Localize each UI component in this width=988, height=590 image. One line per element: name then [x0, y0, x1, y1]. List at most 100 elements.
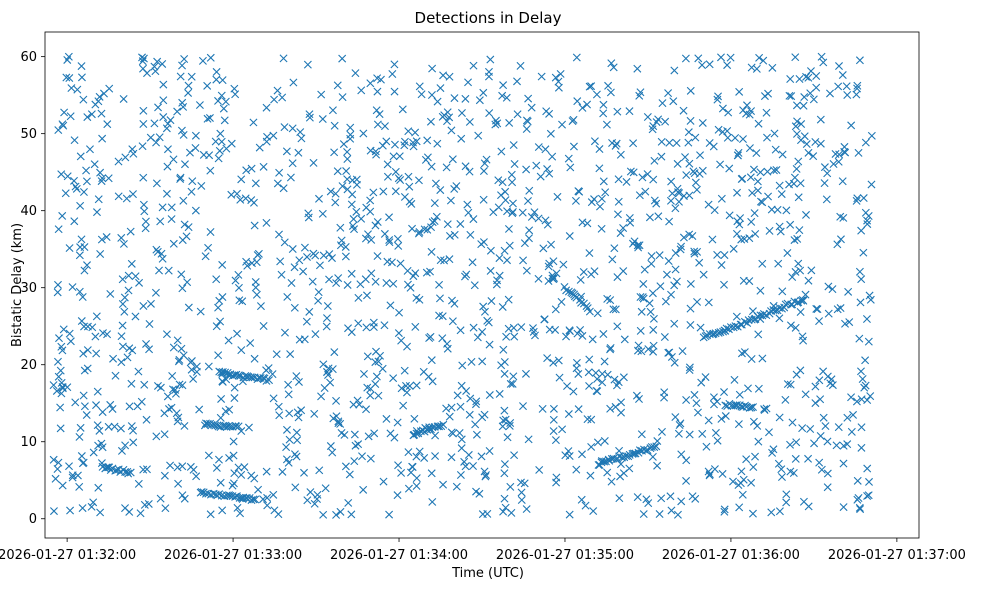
- scatter-point: [817, 465, 826, 474]
- scatter-point: [588, 335, 597, 344]
- scatter-point: [277, 270, 286, 279]
- scatter-point: [89, 498, 98, 507]
- scatter-point: [593, 309, 602, 318]
- scatter-point: [178, 236, 187, 245]
- scatter-point: [786, 380, 795, 389]
- scatter-point: [187, 187, 196, 196]
- scatter-point: [794, 259, 803, 268]
- scatter-point: [585, 381, 594, 390]
- scatter-point: [783, 380, 792, 389]
- scatter-point: [420, 225, 429, 234]
- scatter-point: [215, 296, 224, 305]
- scatter-point: [406, 283, 415, 292]
- scatter-point: [606, 88, 615, 97]
- scatter-point: [431, 431, 440, 440]
- scatter-point: [98, 408, 107, 417]
- scatter-point: [118, 321, 127, 330]
- scatter-point: [318, 209, 327, 218]
- scatter-point: [558, 120, 567, 129]
- scatter-point: [445, 113, 454, 122]
- scatter-point: [145, 320, 154, 328]
- scatter-point: [151, 288, 160, 297]
- scatter-point: [565, 327, 574, 336]
- scatter-point: [832, 441, 841, 450]
- scatter-point: [758, 259, 767, 268]
- scatter-point: [310, 499, 319, 508]
- scatter-point: [566, 163, 575, 172]
- scatter-point: [765, 226, 774, 235]
- scatter-point: [343, 280, 352, 289]
- scatter-point: [426, 332, 435, 341]
- scatter-point: [521, 369, 530, 378]
- scatter-point: [726, 53, 735, 62]
- scatter-point: [498, 91, 507, 100]
- scatter-point: [541, 145, 550, 154]
- scatter-point: [78, 504, 87, 513]
- scatter-point: [609, 63, 618, 72]
- scatter-point: [167, 203, 176, 212]
- scatter-point: [756, 197, 765, 206]
- scatter-point: [387, 258, 396, 267]
- scatter-point: [522, 165, 531, 174]
- scatter-point: [571, 196, 580, 205]
- scatter-point: [775, 314, 784, 323]
- scatter-point: [562, 332, 571, 341]
- scatter-point: [178, 284, 187, 293]
- scatter-point: [388, 70, 397, 78]
- scatter-point: [731, 133, 740, 142]
- scatter-point: [158, 254, 167, 263]
- scatter-point: [725, 211, 734, 220]
- scatter-point: [382, 414, 391, 423]
- scatter-point: [314, 296, 323, 305]
- scatter-point: [217, 137, 226, 146]
- scatter-point: [417, 90, 426, 99]
- scatter-point: [94, 483, 103, 492]
- scatter-point: [598, 378, 607, 387]
- scatter-point: [53, 280, 62, 289]
- scatter-point: [645, 299, 654, 308]
- scatter-point: [309, 158, 318, 167]
- scatter-point: [323, 302, 332, 310]
- scatter-point: [635, 91, 644, 100]
- scatter-point: [367, 269, 376, 278]
- scatter-point: [506, 482, 515, 491]
- scatter-point: [300, 335, 309, 344]
- scatter-point: [666, 196, 675, 205]
- scatter-point: [393, 418, 402, 427]
- scatter-point: [54, 372, 63, 381]
- scatter-point: [293, 436, 302, 445]
- scatter-point: [499, 81, 508, 90]
- scatter-point: [397, 336, 406, 345]
- scatter-point: [163, 119, 172, 128]
- scatter-point: [139, 106, 148, 115]
- scatter-point: [354, 440, 363, 449]
- scatter-point: [412, 381, 421, 390]
- scatter-point: [585, 82, 594, 91]
- scatter-point: [698, 429, 707, 438]
- scatter-point: [221, 407, 230, 416]
- scatter-point: [572, 53, 581, 62]
- scatter-point: [853, 194, 862, 203]
- scatter-point: [87, 502, 96, 511]
- scatter-point: [858, 375, 867, 384]
- scatter-point: [543, 220, 552, 229]
- scatter-point: [733, 217, 742, 226]
- scatter-point: [383, 172, 392, 181]
- scatter-point: [303, 60, 312, 69]
- y-tick-label: 60: [20, 50, 37, 65]
- scatter-point: [428, 218, 437, 227]
- scatter-point: [863, 491, 872, 500]
- scatter-point: [321, 484, 330, 493]
- scatter-point: [124, 469, 133, 478]
- scatter-point: [478, 357, 487, 366]
- scatter-point: [445, 72, 454, 81]
- scatter-point: [415, 295, 424, 304]
- scatter-point: [638, 173, 647, 182]
- scatter-point: [331, 189, 340, 198]
- scatter-point: [457, 444, 466, 453]
- scatter-point: [288, 159, 297, 168]
- scatter-point: [56, 366, 65, 375]
- scatter-point: [313, 495, 321, 503]
- scatter-point: [206, 510, 215, 519]
- scatter-point: [692, 185, 701, 194]
